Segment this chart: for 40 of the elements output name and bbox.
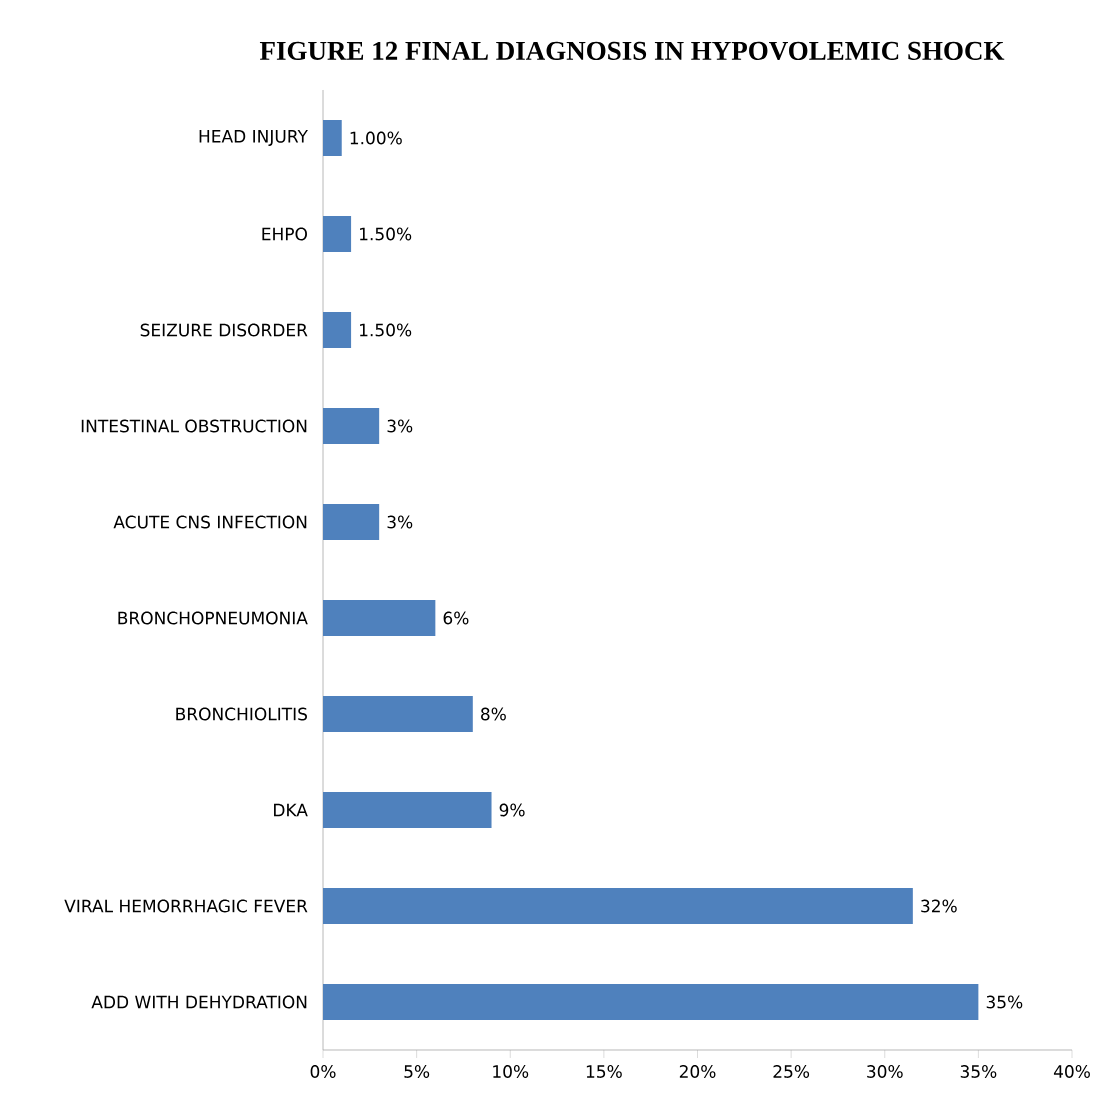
bar <box>323 791 492 828</box>
data-label: 35% <box>986 995 1023 1009</box>
data-label: 3% <box>387 419 413 433</box>
y-tick-label: DKA <box>274 803 308 817</box>
y-tick-label: ADD WITH DEHYDRATION <box>91 995 307 1009</box>
y-tick-label: SEIZURE DISORDER <box>140 323 308 337</box>
y-tick-label: BRONCHIOLITIS <box>176 707 307 721</box>
bar <box>323 119 342 156</box>
x-tick-label: 10% <box>493 1065 529 1078</box>
x-tick-label: 0% <box>310 1065 336 1078</box>
y-tick-label: BRONCHOPNEUMONIA <box>118 611 308 625</box>
bar <box>323 216 352 252</box>
x-tick-label: 35% <box>960 1065 997 1078</box>
data-label: 3% <box>387 515 413 529</box>
data-label: 1.50% <box>360 323 412 337</box>
data-label: 1.00% <box>350 131 402 145</box>
x-tick-label: 15% <box>586 1065 622 1078</box>
x-tick-label: 20% <box>679 1065 716 1078</box>
bar <box>323 408 380 444</box>
bar <box>323 695 473 732</box>
bar <box>323 984 979 1020</box>
bar <box>323 888 913 924</box>
bar <box>323 504 380 540</box>
y-tick-label: EHPO <box>262 227 307 241</box>
y-tick-label: VIRAL HEMORRHAGIC FEVER <box>64 899 308 913</box>
x-tick-label: 40% <box>1053 1065 1090 1078</box>
x-tick-label: 5% <box>404 1065 430 1078</box>
data-label: 1.50% <box>360 227 412 241</box>
data-label: 32% <box>921 899 957 913</box>
x-tick-label: 25% <box>773 1065 810 1078</box>
y-tick-label: INTESTINAL OBSTRUCTION <box>81 419 307 433</box>
y-tick-label: HEAD INJURY <box>199 130 308 146</box>
x-tick-label: 30% <box>867 1065 903 1078</box>
data-label: 9% <box>499 803 525 817</box>
data-label: 6% <box>443 611 469 625</box>
chart-title: FIGURE 12 FINAL DIAGNOSIS IN HYPOVOLEMIC SHOCK <box>259 41 1005 61</box>
y-tick-label: ACUTE CNS INFECTION <box>113 515 307 529</box>
data-label: 8% <box>481 707 506 721</box>
bar <box>323 600 436 636</box>
bar <box>323 312 352 348</box>
